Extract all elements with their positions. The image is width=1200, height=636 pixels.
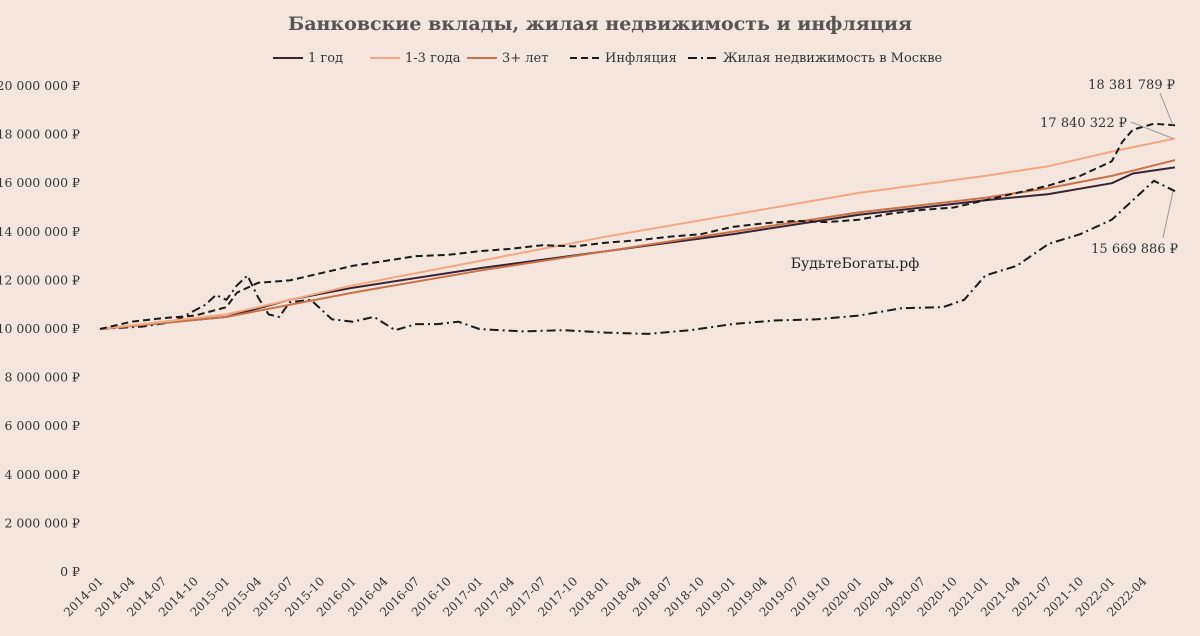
y-axis: 0 ₽ 2 000 000 ₽ 4 000 000 ₽ 6 000 000 ₽ 8 00… bbox=[0, 78, 80, 579]
series-line-инфляция bbox=[99, 122, 1176, 330]
annotation-label: 15 669 886 ₽ bbox=[1091, 242, 1178, 257]
legend-label: 1-3 года bbox=[405, 51, 461, 66]
series-line-1-год bbox=[99, 166, 1176, 330]
legend-label: 1 год bbox=[308, 51, 343, 66]
y-tick-label: 4 000 000 ₽ bbox=[4, 467, 80, 482]
legend-label: Жилая недвижимость в Москве bbox=[723, 51, 943, 66]
x-axis: 2014-012014-042014-072014-102015-012015-… bbox=[61, 574, 1150, 619]
chart-title: Банковские вклады, жилая недвижимость и … bbox=[288, 13, 912, 35]
y-tick-label: 16 000 000 ₽ bbox=[0, 175, 80, 190]
series-layer bbox=[99, 122, 1176, 335]
legend-label: Инфляция bbox=[605, 51, 677, 66]
y-tick-label: 10 000 000 ₽ bbox=[0, 321, 80, 336]
annotation-label: 18 381 789 ₽ bbox=[1088, 78, 1175, 93]
y-tick-label: 2 000 000 ₽ bbox=[4, 515, 80, 530]
y-tick-label: 20 000 000 ₽ bbox=[0, 78, 80, 93]
legend: 1 год 1-3 года 3+ лет Инфляция Жилая недвижи… bbox=[273, 51, 943, 66]
y-tick-label: 8 000 000 ₽ bbox=[4, 370, 80, 385]
y-tick-label: 12 000 000 ₽ bbox=[0, 272, 80, 287]
series-line-1-3-года bbox=[99, 137, 1176, 330]
annotation-label: 17 840 322 ₽ bbox=[1040, 116, 1127, 131]
y-tick-label: 0 ₽ bbox=[60, 564, 80, 579]
annotation-leader bbox=[1159, 92, 1174, 126]
annotation-leader bbox=[1162, 191, 1174, 239]
series-line-жилая-недвижимость-в-москве bbox=[99, 179, 1176, 335]
annotation-leader bbox=[1130, 121, 1174, 139]
series-line-3-лет bbox=[99, 159, 1176, 330]
y-tick-label: 18 000 000 ₽ bbox=[0, 127, 80, 142]
y-tick-label: 6 000 000 ₽ bbox=[4, 418, 80, 433]
watermark: БудьтеБогаты.рф bbox=[791, 256, 919, 272]
legend-label: 3+ лет bbox=[502, 51, 548, 66]
annotation-layer: 18 381 789 ₽ 17 840 322 ₽ 15 669 886 ₽ bbox=[1040, 78, 1178, 257]
y-tick-label: 14 000 000 ₽ bbox=[0, 224, 80, 239]
